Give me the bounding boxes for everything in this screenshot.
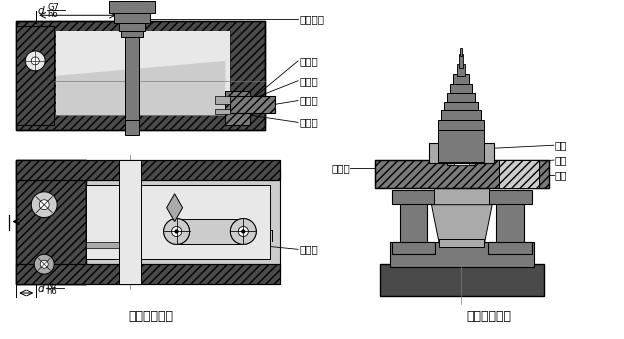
Bar [434,183,489,205]
Bar [119,23,145,31]
Text: 可卸式钓模板: 可卸式钓模板 [467,310,512,323]
Text: 钓套: 钓套 [555,155,567,165]
Circle shape [230,219,256,244]
Bar [16,160,280,180]
Bar [439,120,484,132]
Circle shape [238,226,248,236]
Bar [119,160,141,284]
Bar [215,96,230,103]
Bar [439,130,484,162]
Polygon shape [56,31,230,116]
Bar [375,160,549,188]
Text: 钓模板: 钓模板 [331,163,350,173]
Text: 钓模板: 钓模板 [299,56,318,66]
Text: 铰钉销: 铰钉销 [299,244,318,254]
Bar [392,190,436,204]
Bar [16,26,54,125]
Text: G7: G7 [47,3,59,12]
Bar [375,160,549,188]
Bar [379,264,544,296]
Bar [16,160,86,284]
Bar [230,96,275,114]
Bar [16,21,265,130]
Bar [441,111,481,120]
Bar [86,242,119,248]
Text: 支承钉: 支承钉 [299,76,318,86]
Text: 压板: 压板 [555,140,567,150]
Text: N7: N7 [46,281,58,290]
Bar [488,190,532,204]
Bar [457,64,466,76]
Bar [86,170,280,274]
Bar [215,108,230,115]
Bar [86,185,270,259]
Circle shape [31,192,57,218]
Polygon shape [431,205,492,244]
Polygon shape [167,194,183,222]
Circle shape [172,226,182,236]
Text: d: d [37,6,44,16]
Bar [499,160,539,188]
Bar [499,160,539,188]
Bar [225,91,250,125]
Bar [121,31,143,37]
Bar [16,264,280,284]
Bar [461,48,462,56]
Bar [454,143,469,165]
Circle shape [172,226,182,236]
Bar [488,242,532,254]
Circle shape [175,230,178,233]
Circle shape [31,57,39,65]
Bar [439,239,484,247]
Circle shape [40,260,48,268]
Bar [125,31,139,120]
Circle shape [242,230,245,233]
Bar [16,160,86,284]
Bar [125,1,139,135]
Bar [459,54,464,68]
Bar [114,13,150,23]
Text: d: d [37,284,44,294]
Bar [392,242,436,254]
Text: B: B [163,202,172,207]
Bar [429,143,494,163]
Text: 工件: 工件 [555,170,567,180]
Circle shape [175,230,178,233]
Bar [56,31,230,116]
Circle shape [242,230,245,233]
Bar [389,242,534,267]
Circle shape [238,226,248,236]
Circle shape [26,51,45,71]
Bar [16,26,54,125]
Text: 夾具体: 夾具体 [299,117,318,127]
Polygon shape [56,61,225,116]
Bar [225,91,250,125]
Circle shape [34,254,54,274]
Circle shape [39,200,49,210]
Text: 铰钉座: 铰钉座 [299,96,318,105]
Text: 铰钉式钓模板: 铰钉式钓模板 [128,310,173,323]
Circle shape [163,219,190,244]
Bar [16,160,280,180]
Bar [451,84,472,93]
Bar [177,219,243,244]
Bar [230,96,275,114]
Bar [16,21,265,130]
Text: H18: H18 [168,185,173,198]
Bar [399,200,427,245]
Text: 菱形螺母: 菱形螺母 [299,14,324,24]
Bar [447,93,475,102]
Text: h6: h6 [47,10,58,19]
Bar [447,143,475,165]
Bar [109,1,155,13]
Text: h6: h6 [46,287,57,297]
Bar [454,74,469,84]
Text: a7: a7 [175,188,180,196]
Circle shape [230,219,256,244]
Bar [16,264,280,284]
Bar [444,102,478,111]
Bar [496,200,524,245]
Circle shape [163,219,190,244]
